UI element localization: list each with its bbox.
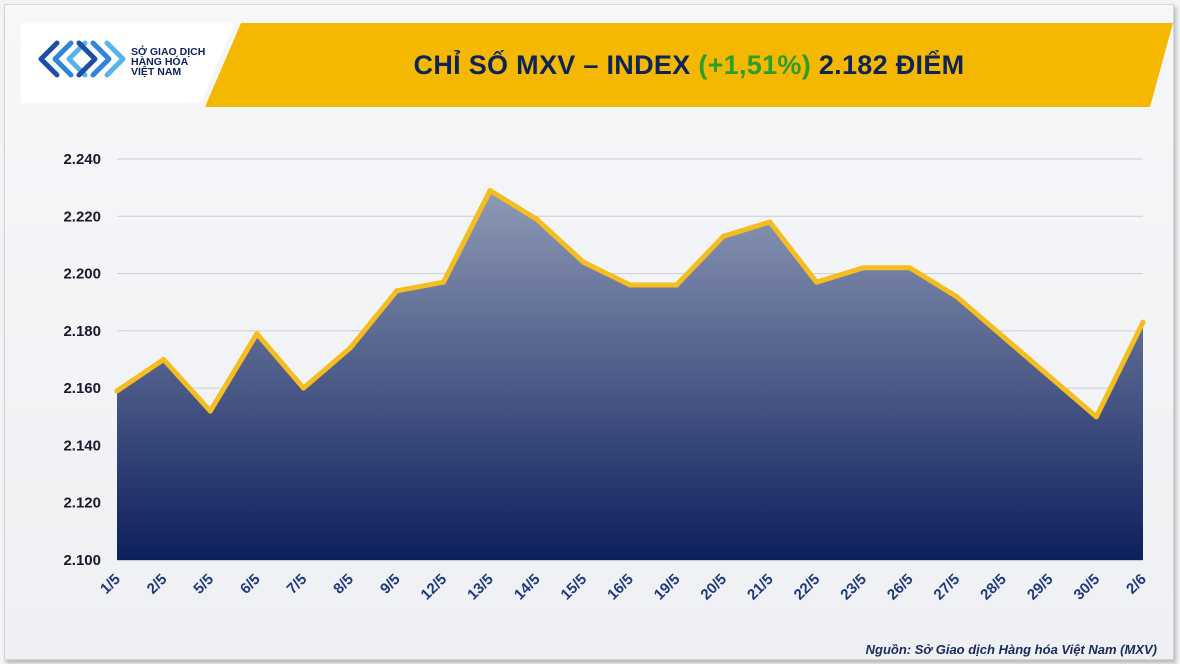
- area-fill: [117, 190, 1143, 560]
- x-tick-label: 26/5: [884, 571, 917, 604]
- data-point-30-5: [1093, 414, 1099, 420]
- x-tick-label: 27/5: [931, 571, 964, 604]
- data-point-2-5: [161, 357, 167, 362]
- x-tick-label: 20/5: [697, 571, 730, 604]
- data-point-13-5: [487, 188, 493, 194]
- chart-title: CHỈ SỐ MXV – INDEX (+1,51%) 2.182 ĐIỂM: [205, 23, 1173, 107]
- title-banner: [205, 23, 1173, 107]
- data-point-20-5: [720, 233, 726, 239]
- x-tick-label: 7/5: [284, 571, 311, 598]
- x-tick-label: 9/5: [377, 571, 404, 598]
- logo-line: SỞ GIAO DỊCH: [131, 46, 206, 58]
- y-tick-label: 2.120: [63, 495, 101, 512]
- title-prefix: CHỈ SỐ MXV – INDEX: [413, 49, 691, 80]
- data-point-26-5: [907, 265, 913, 271]
- x-tick-label: 13/5: [464, 571, 497, 604]
- data-point-23-5: [860, 265, 866, 271]
- data-point-7-5: [301, 385, 307, 391]
- mxv-logo-icon: [38, 40, 126, 78]
- x-tick-label: 12/5: [418, 571, 451, 604]
- y-tick-label: 2.160: [63, 380, 101, 397]
- logo-line: HÀNG HÓA: [131, 56, 189, 68]
- x-tick-label: 1/5: [97, 571, 124, 598]
- y-tick-label: 2.240: [63, 151, 101, 168]
- source-note: Nguồn: Sở Giao dịch Hàng hóa Việt Nam (M…: [865, 642, 1157, 657]
- data-point-15-5: [580, 259, 586, 265]
- data-point-1-5: [114, 388, 120, 394]
- title-change: (+1,51%): [698, 49, 812, 80]
- x-tick-label: 21/5: [744, 571, 777, 604]
- index-area-chart: 2.100 2.120 2.140 2.160 2.180 2.200 2.220 2.240…: [63, 151, 1150, 604]
- x-tick-label: 2/5: [144, 571, 171, 598]
- x-tick-label: 14/5: [511, 571, 544, 604]
- x-tick-label: 23/5: [837, 571, 870, 604]
- data-point-8-5: [347, 345, 353, 351]
- data-point-27-5: [953, 293, 959, 299]
- x-tick-label: 29/5: [1024, 571, 1057, 604]
- x-tick-label: 15/5: [558, 571, 591, 604]
- data-point-6-5: [254, 331, 260, 337]
- y-tick-label: 2.200: [63, 266, 101, 283]
- x-tick-label: 5/5: [190, 571, 217, 598]
- data-point-16-5: [627, 282, 633, 288]
- x-tick-label: 6/5: [237, 571, 264, 598]
- x-tick-label: 16/5: [604, 571, 637, 604]
- data-point-21-5: [767, 219, 773, 225]
- x-tick-label: 2/6: [1123, 571, 1150, 598]
- y-tick-label: 2.220: [63, 208, 101, 225]
- y-tick-label: 2.140: [63, 437, 101, 454]
- data-point-28-5: [1000, 334, 1006, 340]
- data-point-19-5: [674, 282, 680, 288]
- data-point-22-5: [814, 279, 820, 285]
- chart-frame: CHỈ SỐ MXV – INDEX (+1,51%) 2.182 ĐIỂM S…: [4, 4, 1174, 660]
- data-point-29-5: [1047, 374, 1053, 380]
- x-tick-label: 28/5: [977, 571, 1010, 604]
- x-tick-label: 19/5: [651, 571, 684, 604]
- data-point-5-5: [207, 408, 213, 414]
- y-tick-label: 2.180: [63, 323, 101, 340]
- y-tick-label: 2.100: [63, 552, 101, 569]
- x-tick-label: 22/5: [791, 571, 824, 604]
- data-point-9-5: [394, 288, 400, 294]
- data-point-2-6: [1140, 319, 1146, 325]
- title-value: 2.182 ĐIỂM: [818, 49, 965, 80]
- x-tick-label: 8/5: [330, 571, 357, 598]
- x-tick-label: 30/5: [1071, 571, 1104, 604]
- logo-line: VIỆT NAM: [131, 66, 182, 78]
- data-point-14-5: [534, 216, 540, 222]
- logo-text: SỞ GIAO DỊCH HÀNG HÓA VIỆT NAM: [131, 46, 231, 78]
- data-point-12-5: [440, 279, 446, 285]
